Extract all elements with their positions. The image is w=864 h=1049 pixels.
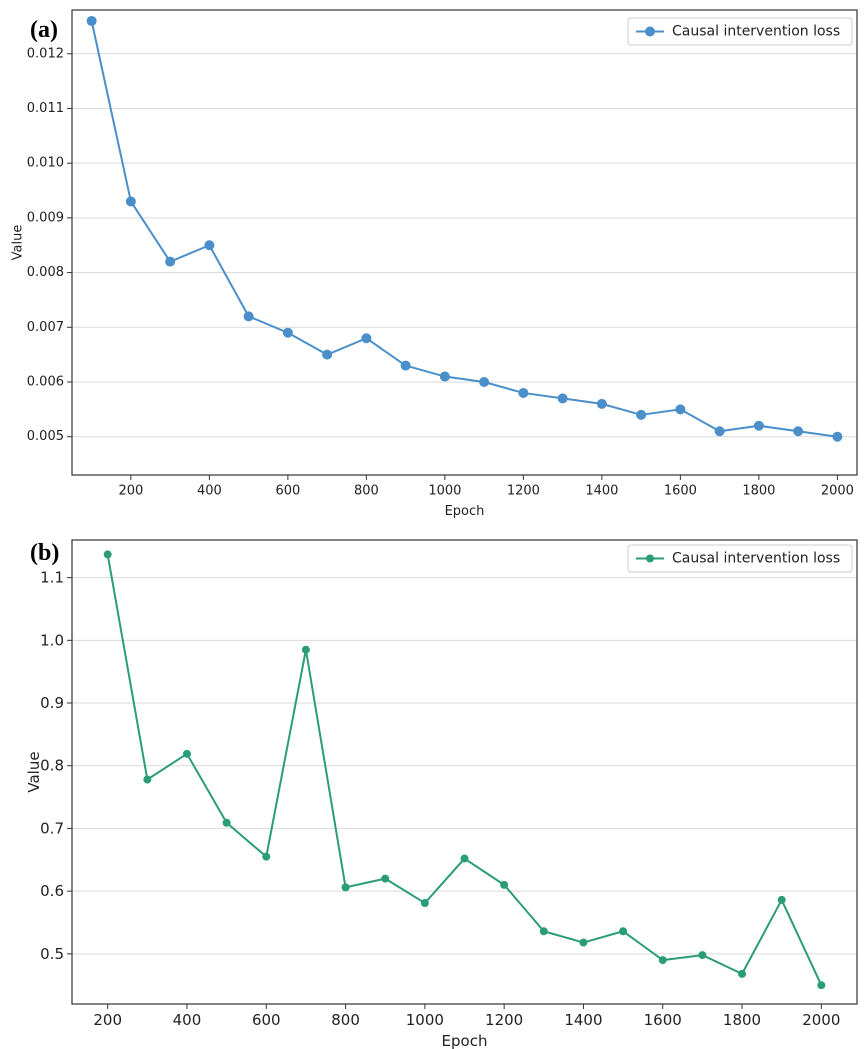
data-point	[557, 393, 568, 404]
data-point	[243, 311, 254, 322]
legend-marker	[646, 554, 654, 563]
y-axis-label: Value	[11, 225, 26, 261]
y-tick-label: 0.9	[40, 694, 64, 712]
x-tick-label: 1400	[585, 483, 618, 498]
y-tick-label: 1.1	[40, 569, 64, 587]
x-tick-label: 2000	[802, 1011, 840, 1029]
y-tick-label: 0.012	[27, 46, 64, 61]
data-point	[262, 852, 271, 861]
data-point	[204, 240, 215, 251]
data-point	[301, 645, 310, 654]
y-tick-label: 0.006	[27, 375, 64, 390]
x-tick-label: 1600	[664, 483, 697, 498]
data-point	[460, 854, 469, 863]
data-point	[793, 426, 804, 437]
x-tick-label: 1200	[507, 483, 540, 498]
x-axis-label: Epoch	[442, 1032, 488, 1049]
x-tick-label: 400	[173, 1011, 202, 1029]
data-point	[539, 927, 548, 936]
data-point	[753, 420, 764, 431]
y-tick-label: 0.5	[40, 945, 64, 963]
legend-label: Causal intervention loss	[672, 24, 840, 40]
axes-frame	[71, 539, 858, 1005]
x-tick-label: 800	[331, 1011, 360, 1029]
data-point	[182, 749, 191, 758]
data-point	[636, 409, 647, 420]
data-point	[103, 550, 112, 559]
data-point	[282, 327, 293, 338]
x-tick-label: 1800	[723, 1011, 761, 1029]
data-point	[400, 360, 411, 371]
y-tick-label: 0.010	[27, 156, 64, 171]
y-tick-label: 0.009	[27, 210, 64, 225]
data-point	[714, 426, 725, 437]
x-tick-label: 200	[93, 1011, 122, 1029]
y-tick-label: 0.005	[27, 429, 64, 444]
data-point	[381, 874, 390, 883]
legend: Causal intervention loss	[627, 17, 853, 46]
y-tick-label: 0.6	[40, 882, 64, 900]
data-point	[658, 956, 667, 965]
data-point	[817, 981, 826, 990]
x-tick-label: 200	[118, 483, 143, 498]
data-point	[832, 431, 843, 442]
data-point	[322, 349, 333, 360]
x-tick-label: 1400	[564, 1011, 602, 1029]
x-tick-label: 600	[275, 483, 300, 498]
y-tick-label: 0.011	[27, 101, 64, 116]
data-point	[86, 15, 97, 26]
data-point	[675, 404, 686, 415]
legend-box	[627, 544, 853, 573]
data-point	[579, 938, 588, 947]
legend: Causal intervention loss	[627, 544, 853, 573]
data-point	[341, 883, 350, 892]
data-point	[439, 371, 450, 382]
data-point	[420, 899, 429, 908]
panel-label: (b)	[30, 540, 59, 566]
data-point	[518, 387, 529, 398]
y-tick-label: 0.008	[27, 265, 64, 280]
panel-label: (a)	[30, 17, 58, 43]
data-point	[165, 256, 176, 267]
data-point	[125, 196, 136, 207]
y-tick-label: 0.007	[27, 320, 64, 335]
panel-b: 0.5 0.6 0.7 0.8 0.9 1.0 1.1 200 400 600 800 1000 120…	[25, 539, 858, 1049]
plot-area	[72, 540, 857, 1004]
x-tick-label: 600	[252, 1011, 281, 1029]
data-point	[361, 333, 372, 344]
data-point	[479, 377, 490, 387]
x-tick-label: 2000	[821, 483, 854, 498]
y-tick-label: 0.8	[40, 757, 64, 775]
x-tick-label: 800	[354, 483, 379, 498]
legend-label: Causal intervention loss	[672, 551, 840, 567]
y-tick-label: 1.0	[40, 631, 64, 649]
y-axis-label: Value	[25, 751, 43, 792]
data-point	[500, 880, 509, 889]
x-tick-label: 1000	[428, 483, 461, 498]
legend-box	[627, 17, 853, 46]
x-tick-label: 1200	[485, 1011, 523, 1029]
x-tick-label: 1800	[742, 483, 775, 498]
data-point	[698, 951, 707, 960]
data-point	[738, 969, 747, 978]
plot-area	[72, 10, 857, 475]
x-tick-label: 1600	[644, 1011, 682, 1029]
axes-frame	[71, 9, 858, 476]
y-tick-label: 0.7	[40, 819, 64, 837]
data-point	[596, 398, 607, 409]
data-point	[777, 895, 786, 904]
x-axis-label: Epoch	[445, 504, 485, 519]
x-tick-label: 1000	[406, 1011, 444, 1029]
data-point	[143, 775, 152, 784]
data-point	[619, 927, 628, 936]
x-tick-label: 400	[197, 483, 222, 498]
series-line	[90, 20, 838, 438]
panel-a: 0.005 0.006 0.007 0.008 0.009 0.010 0.011 0.012…	[11, 9, 858, 519]
data-point	[222, 818, 231, 827]
legend-marker	[645, 26, 655, 37]
